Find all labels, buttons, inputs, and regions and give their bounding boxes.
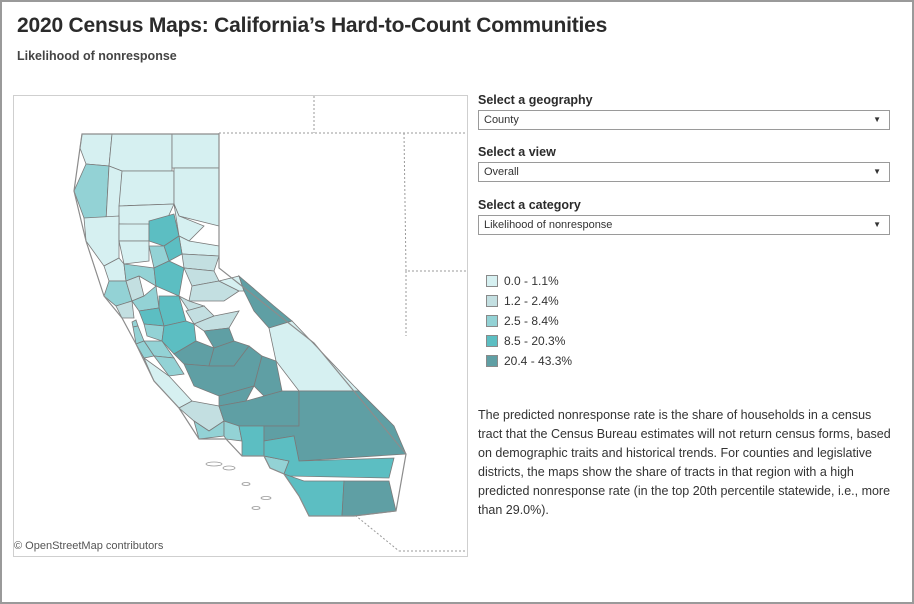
county-san-benito[interactable] bbox=[153, 355, 185, 377]
legend-item[interactable]: 8.5 - 20.3% bbox=[486, 331, 572, 351]
county-glenn[interactable] bbox=[118, 223, 150, 242]
legend-label: 8.5 - 20.3% bbox=[504, 334, 566, 348]
county-ventura[interactable] bbox=[223, 420, 243, 442]
legend-swatch bbox=[486, 315, 498, 327]
color-legend: 0.0 - 1.1% 1.2 - 2.4% 2.5 - 8.4% 8.5 - 2… bbox=[486, 271, 572, 371]
county-tuolumne[interactable] bbox=[193, 310, 240, 332]
county-tulare[interactable] bbox=[253, 355, 283, 397]
california-outline bbox=[73, 133, 407, 517]
legend-item[interactable]: 1.2 - 2.4% bbox=[486, 291, 572, 311]
view-value: Overall bbox=[484, 166, 519, 178]
county-siskiyou[interactable] bbox=[108, 133, 173, 172]
legend-label: 2.5 - 8.4% bbox=[504, 314, 559, 328]
legend-item[interactable]: 20.4 - 43.3% bbox=[486, 351, 572, 371]
legend-item[interactable]: 0.0 - 1.1% bbox=[486, 271, 572, 291]
view-control: Select a view Overall ▼ bbox=[478, 145, 890, 182]
category-label: Select a category bbox=[478, 198, 581, 212]
county-sierra[interactable] bbox=[178, 235, 220, 257]
county-choropleth[interactable] bbox=[14, 96, 467, 556]
county-los-angeles[interactable] bbox=[238, 425, 265, 457]
chevron-down-icon[interactable]: ▼ bbox=[873, 220, 881, 229]
county-plumas[interactable] bbox=[173, 203, 205, 242]
county-el-dorado[interactable] bbox=[188, 280, 240, 302]
county-mono[interactable] bbox=[238, 274, 293, 329]
county-shasta[interactable] bbox=[118, 170, 175, 207]
category-dropdown[interactable]: Likelihood of nonresponse ▼ bbox=[478, 215, 890, 235]
county-mendocino[interactable] bbox=[83, 215, 120, 267]
county-lassen[interactable] bbox=[173, 167, 220, 227]
county-alameda[interactable] bbox=[143, 323, 165, 342]
methodology-description: The predicted nonresponse rate is the sh… bbox=[478, 408, 891, 517]
legend-swatch bbox=[486, 295, 498, 307]
legend-item[interactable]: 2.5 - 8.4% bbox=[486, 311, 572, 331]
chevron-down-icon[interactable]: ▼ bbox=[873, 167, 881, 176]
page-subtitle: Likelihood of nonresponse bbox=[17, 49, 177, 63]
geography-value: County bbox=[484, 114, 519, 126]
view-dropdown[interactable]: Overall ▼ bbox=[478, 162, 890, 182]
california-map[interactable] bbox=[13, 95, 468, 557]
county-solano[interactable] bbox=[131, 285, 160, 312]
view-label: Select a view bbox=[478, 145, 556, 159]
county-yolo[interactable] bbox=[123, 263, 157, 287]
legend-label: 0.0 - 1.1% bbox=[504, 274, 559, 288]
geography-label: Select a geography bbox=[478, 93, 593, 107]
channel-islands bbox=[205, 461, 272, 510]
legend-label: 20.4 - 43.3% bbox=[504, 354, 573, 368]
geography-dropdown[interactable]: County ▼ bbox=[478, 110, 890, 130]
legend-swatch bbox=[486, 275, 498, 287]
category-value: Likelihood of nonresponse bbox=[484, 219, 613, 231]
county-sacramento[interactable] bbox=[153, 260, 185, 297]
map-attribution[interactable]: © OpenStreetMap contributors bbox=[14, 540, 164, 552]
legend-swatch bbox=[486, 355, 498, 367]
county-colusa[interactable] bbox=[118, 240, 150, 265]
county-marin[interactable] bbox=[115, 300, 135, 319]
county-san-diego[interactable] bbox=[282, 473, 345, 517]
legend-swatch bbox=[486, 335, 498, 347]
page-title: 2020 Census Maps: California’s Hard-to-C… bbox=[17, 14, 608, 37]
chevron-down-icon[interactable]: ▼ bbox=[873, 115, 881, 124]
county-del-norte[interactable] bbox=[79, 133, 113, 167]
county-modoc[interactable] bbox=[171, 133, 220, 169]
county-riverside[interactable] bbox=[263, 435, 395, 479]
geography-control: Select a geography County ▼ bbox=[478, 93, 890, 130]
legend-label: 1.2 - 2.4% bbox=[504, 294, 559, 308]
county-imperial[interactable] bbox=[341, 480, 397, 517]
category-control: Select a category Likelihood of nonrespo… bbox=[478, 198, 890, 235]
